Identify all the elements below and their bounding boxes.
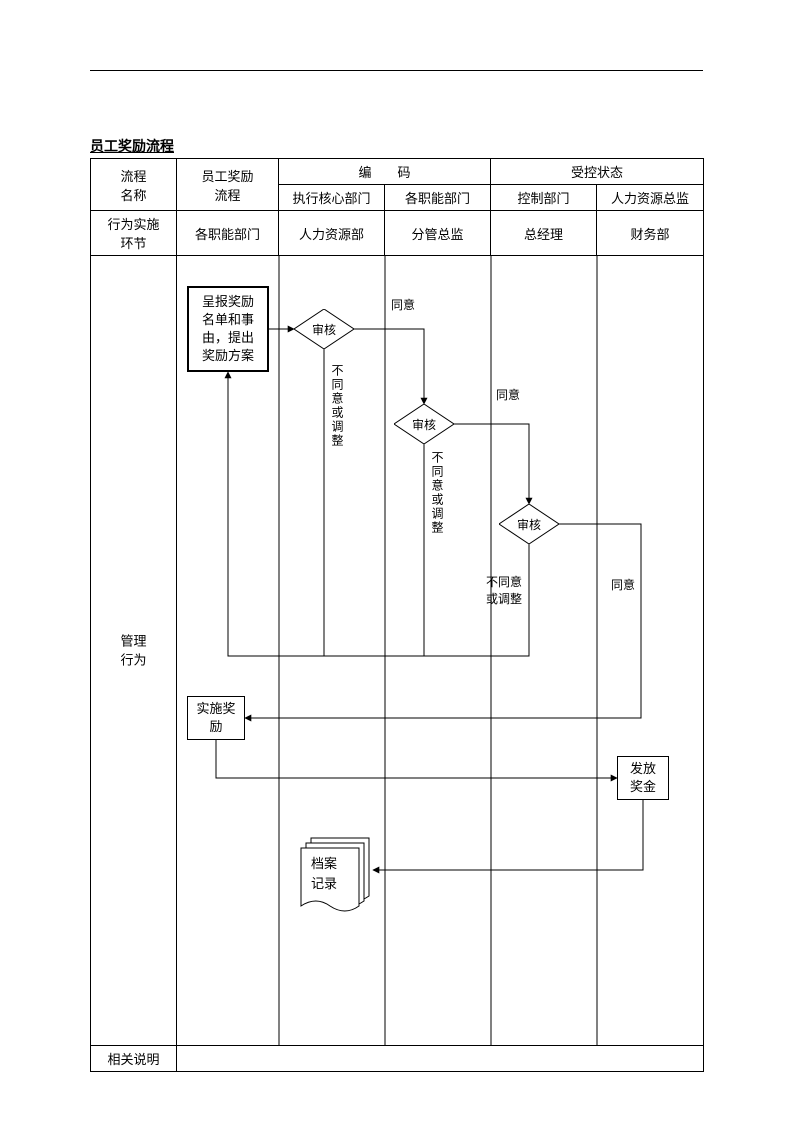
node-review-3-label: 审核 — [499, 504, 559, 544]
hdr-behavior-phase: 行为实施 环节 — [91, 211, 177, 256]
hdr-process-name-value: 员工奖励 流程 — [177, 159, 279, 211]
node-issue-bonus: 发放 奖金 — [617, 756, 669, 800]
edge-label-agree-1: 同意 — [391, 296, 415, 313]
node-submit-reward-proposal: 呈报奖励 名单和事 由，提出 奖励方案 — [187, 286, 269, 372]
flow-edges — [177, 256, 704, 1046]
node-archive-record: 档案 记录 — [299, 836, 373, 918]
hdr-control-dept: 控制部门 — [491, 185, 597, 211]
hdr-functional-depts: 各职能部门 — [385, 185, 491, 211]
hdr-controlled-status-label: 受控状态 — [491, 159, 704, 185]
row-label: 管理 行为 — [91, 631, 176, 670]
hdr-code-label: 编 码 — [279, 159, 491, 185]
rowlabel-cell: 管理 行为 — [91, 256, 177, 1046]
node-archive-record-label: 档案 记录 — [311, 854, 337, 893]
header-row-1: 流程 名称 员工奖励 流程 编 码 受控状态 — [91, 159, 704, 185]
hdr-exec-core: 执行核心部门 — [279, 185, 385, 211]
node-implement-reward: 实施奖 励 — [187, 696, 245, 740]
node-review-2-label: 审核 — [394, 404, 454, 444]
node-review-3: 审核 — [499, 504, 559, 544]
edge-label-agree-2: 同意 — [496, 386, 520, 403]
flowchart-cell: 呈报奖励 名单和事 由，提出 奖励方案 审核 审核 审核 实施奖 励 — [177, 256, 704, 1046]
col-finance: 财务部 — [597, 211, 704, 256]
col-gm: 总经理 — [491, 211, 597, 256]
footer-row: 相关说明 — [91, 1046, 704, 1072]
header-row-3: 行为实施 环节 各职能部门 人力资源部 分管总监 总经理 财务部 — [91, 211, 704, 256]
node-review-1: 审核 — [294, 309, 354, 349]
col-division-director: 分管总监 — [385, 211, 491, 256]
footer-label: 相关说明 — [91, 1046, 177, 1072]
hdr-hr-director: 人力资源总监 — [597, 185, 704, 211]
swimlane-separators — [177, 256, 704, 1046]
edge-label-disagree-3: 不同意 或调整 — [486, 574, 522, 608]
col-functional: 各职能部门 — [177, 211, 279, 256]
diagram-row: 管理 行为 — [91, 256, 704, 1046]
footer-content — [177, 1046, 704, 1072]
col-hr: 人力资源部 — [279, 211, 385, 256]
flowchart-canvas: 呈报奖励 名单和事 由，提出 奖励方案 审核 审核 审核 实施奖 励 — [177, 256, 703, 1045]
top-rule — [90, 70, 703, 71]
node-review-2: 审核 — [394, 404, 454, 444]
edge-label-disagree-1: 不同意或调整 — [329, 364, 346, 448]
process-table: 流程 名称 员工奖励 流程 编 码 受控状态 执行核心部门 各职能部门 控制部门… — [90, 158, 704, 1072]
node-review-1-label: 审核 — [294, 309, 354, 349]
edge-label-agree-3: 同意 — [611, 576, 635, 593]
page-title: 员工奖励流程 — [90, 136, 703, 156]
edge-label-disagree-2: 不同意或调整 — [429, 451, 446, 535]
hdr-process-name-label: 流程 名称 — [91, 159, 177, 211]
